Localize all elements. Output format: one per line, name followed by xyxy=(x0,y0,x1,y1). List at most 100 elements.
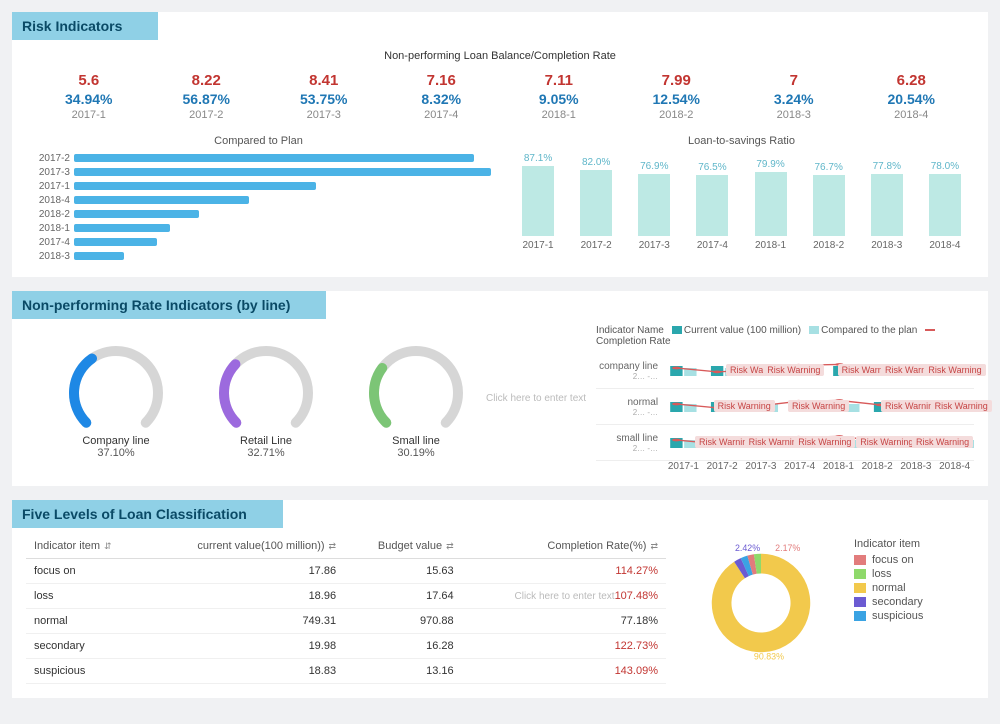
legend-label: Completion Rate xyxy=(596,336,670,347)
legend-swatch xyxy=(854,583,866,593)
cell-budget: 13.16 xyxy=(344,659,462,684)
hbar-label: 2018-3 xyxy=(26,251,74,262)
kpi-value: 7.99 xyxy=(618,72,736,89)
gauge-name: Company line xyxy=(56,435,176,447)
legend-label: suspicious xyxy=(872,610,923,622)
risk-warning-badge: Risk Warning xyxy=(924,364,985,376)
legend-title: Indicator Name xyxy=(596,325,664,336)
cell-current: 18.83 xyxy=(146,659,344,684)
legend-item[interactable]: secondary xyxy=(854,596,923,608)
xaxis-label: 2018-2 xyxy=(858,461,897,472)
kpi-label: 2017-3 xyxy=(265,109,383,121)
gauge: Company line37.10% xyxy=(56,335,176,472)
table-header[interactable]: Completion Rate(%)⇄ xyxy=(462,534,666,559)
sort-icon[interactable]: ⇄ xyxy=(446,541,454,551)
vbar-pct: 82.0% xyxy=(582,157,610,168)
xaxis-label: 2018-3 xyxy=(897,461,936,472)
kpi-card: 6.28 20.54% 2018-4 xyxy=(853,72,971,121)
vbar-label: 2018-2 xyxy=(813,240,844,251)
xaxis-label: 2018-1 xyxy=(819,461,858,472)
kpi-card: 7.11 9.05% 2018-1 xyxy=(500,72,618,121)
xaxis-label: 2018-4 xyxy=(935,461,974,472)
kpi-label: 2018-2 xyxy=(618,109,736,121)
gauge-value: 30.19% xyxy=(356,447,476,459)
risk-warning-badge: Risk Warning xyxy=(763,364,824,376)
table-row: normal 749.31 970.88 77.18% xyxy=(26,609,666,634)
placeholder-text[interactable]: Click here to enter text xyxy=(515,591,615,602)
sort-icon[interactable]: ⇄ xyxy=(650,541,658,551)
risk-warning-badge: Risk Warning xyxy=(931,400,992,412)
cell-item: focus on xyxy=(26,559,146,584)
linegrid-row-label: company line2… -… xyxy=(596,361,664,381)
vbar-label: 2018-3 xyxy=(871,240,902,251)
legend-item[interactable]: suspicious xyxy=(854,610,923,622)
cell-rate: 114.27% xyxy=(462,559,666,584)
risk-indicators-panel: Risk Indicators Non-performing Loan Bala… xyxy=(12,12,988,277)
sort-icon[interactable]: ⇄ xyxy=(329,541,337,551)
table-header[interactable]: Indicator item⇵ xyxy=(26,534,146,559)
hbar-row: 2017-1 xyxy=(26,179,491,193)
cell-rate: 143.09% xyxy=(462,659,666,684)
hbar-label: 2017-4 xyxy=(26,237,74,248)
legend-item[interactable]: loss xyxy=(854,568,923,580)
linegrid-row-label: normal2… -… xyxy=(596,397,664,417)
hbar-row: 2017-4 xyxy=(26,235,491,249)
placeholder-text[interactable]: Click here to enter text xyxy=(486,393,586,404)
kpi-value: 7.11 xyxy=(500,72,618,89)
kpi-card: 7.16 8.32% 2017-4 xyxy=(383,72,501,121)
linegrid: Indicator Name Current value (100 million… xyxy=(596,325,974,472)
risk-warning-badge: Risk Warning xyxy=(856,436,917,448)
kpi-pct: 20.54% xyxy=(853,91,971,107)
hbar-row: 2018-2 xyxy=(26,207,491,221)
xaxis-label: 2017-4 xyxy=(780,461,819,472)
cell-current: 19.98 xyxy=(146,634,344,659)
gauge-value: 37.10% xyxy=(56,447,176,459)
cell-item: suspicious xyxy=(26,659,146,684)
legend-item[interactable]: focus on xyxy=(854,554,923,566)
kpi-label: 2017-4 xyxy=(383,109,501,121)
legend-swatch xyxy=(854,597,866,607)
cell-item: normal xyxy=(26,609,146,634)
classification-table: Indicator item⇵current value(100 million… xyxy=(26,534,666,684)
cell-budget: 15.63 xyxy=(344,559,462,584)
legend-title: Indicator item xyxy=(854,538,923,550)
vbar: 77.8% 2018-3 xyxy=(858,161,916,251)
vbar-label: 2017-2 xyxy=(581,240,612,251)
legend-label: Current value (100 million) xyxy=(684,325,801,336)
panel-subtitle: Non-performing Loan Balance/Completion R… xyxy=(26,50,974,62)
vbar: 76.7% 2018-2 xyxy=(800,162,858,251)
cell-current: 18.96 xyxy=(146,584,344,609)
sort-icon[interactable]: ⇵ xyxy=(104,541,112,551)
legend-item[interactable]: normal xyxy=(854,582,923,594)
compared-to-plan-chart: Compared to Plan 2017-2 2017-3 2017-1 20… xyxy=(26,135,491,263)
kpi-row: 5.6 34.94% 2017-18.22 56.87% 2017-28.41 … xyxy=(26,72,974,121)
table-header[interactable]: current value(100 million))⇄ xyxy=(146,534,344,559)
hbar-row: 2017-3 xyxy=(26,165,491,179)
cell-budget: 17.64 xyxy=(344,584,462,609)
xaxis-label: 2017-1 xyxy=(664,461,703,472)
linegrid-row: small line2… -… Risk WarningRisk Warning… xyxy=(596,425,974,461)
table-header[interactable]: Budget value⇄ xyxy=(344,534,462,559)
hbar-label: 2018-4 xyxy=(26,195,74,206)
rate-indicators-panel: Non-performing Rate Indicators (by line)… xyxy=(12,291,988,486)
vbar-label: 2017-1 xyxy=(522,240,553,251)
vbar: 76.9% 2017-3 xyxy=(625,161,683,251)
table-row: focus on 17.86 15.63 114.27% xyxy=(26,559,666,584)
cell-current: 749.31 xyxy=(146,609,344,634)
hbar-label: 2017-1 xyxy=(26,181,74,192)
hbar-row: 2018-4 xyxy=(26,193,491,207)
gauges: Company line37.10% Retail Line32.71% Sma… xyxy=(26,325,476,472)
donut-chart: 2.42%2.17%90.83% xyxy=(686,538,836,671)
kpi-value: 5.6 xyxy=(30,72,148,89)
hbar-label: 2017-2 xyxy=(26,153,74,164)
kpi-pct: 8.32% xyxy=(383,91,501,107)
kpi-label: 2017-1 xyxy=(30,109,148,121)
linegrid-row: normal2… -… Risk WarningRisk WarningRisk… xyxy=(596,389,974,425)
kpi-value: 7 xyxy=(735,72,853,89)
gauge: Small line30.19% xyxy=(356,335,476,472)
vbar: 87.1% 2017-1 xyxy=(509,153,567,251)
legend-label: loss xyxy=(872,568,892,580)
panel-title: Non-performing Rate Indicators (by line) xyxy=(12,291,326,319)
vbar: 76.5% 2017-4 xyxy=(683,162,741,251)
vbar-label: 2017-4 xyxy=(697,240,728,251)
